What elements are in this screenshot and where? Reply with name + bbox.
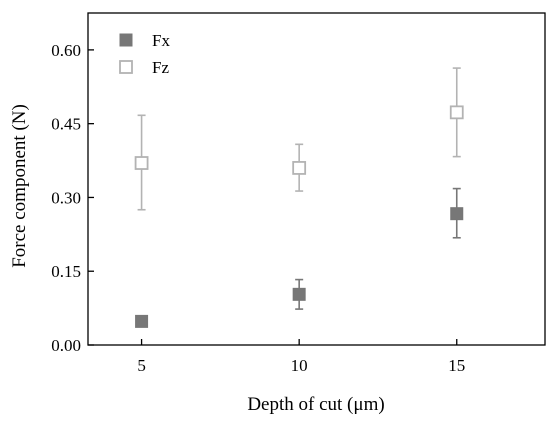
- data-markers: [134, 105, 464, 328]
- y-axis-label: Force component (N): [9, 104, 30, 268]
- y-axis: 0.00 0.15 0.30 0.45 0.60: [51, 41, 94, 355]
- legend-marker-fx: [119, 33, 133, 47]
- y-tick-label: 0.15: [51, 262, 81, 281]
- x-tick-label: 5: [137, 356, 146, 375]
- y-tick-label: 0.45: [51, 115, 81, 134]
- y-tick-label: 0.60: [51, 41, 81, 60]
- data-point-fx: [450, 207, 464, 221]
- legend-label-fz: Fz: [152, 58, 169, 77]
- data-point-fz: [134, 156, 149, 170]
- x-axis-label: Depth of cut (μm): [247, 394, 384, 415]
- legend-label-fx: Fx: [152, 31, 170, 50]
- data-point-fz: [292, 161, 307, 175]
- y-tick-label: 0.00: [51, 336, 81, 355]
- data-point-fx: [292, 287, 306, 301]
- x-tick-label: 10: [291, 356, 308, 375]
- data-point-fx: [135, 314, 149, 328]
- x-tick-label: 15: [448, 356, 465, 375]
- plot-area-frame: [87, 12, 546, 346]
- legend-marker-fz: [119, 60, 133, 74]
- error-bars: [137, 67, 461, 310]
- x-axis: 5 10 15: [137, 339, 465, 375]
- legend: Fx Fz: [119, 31, 170, 77]
- data-point-fz: [449, 105, 464, 120]
- y-tick-label: 0.30: [51, 188, 81, 207]
